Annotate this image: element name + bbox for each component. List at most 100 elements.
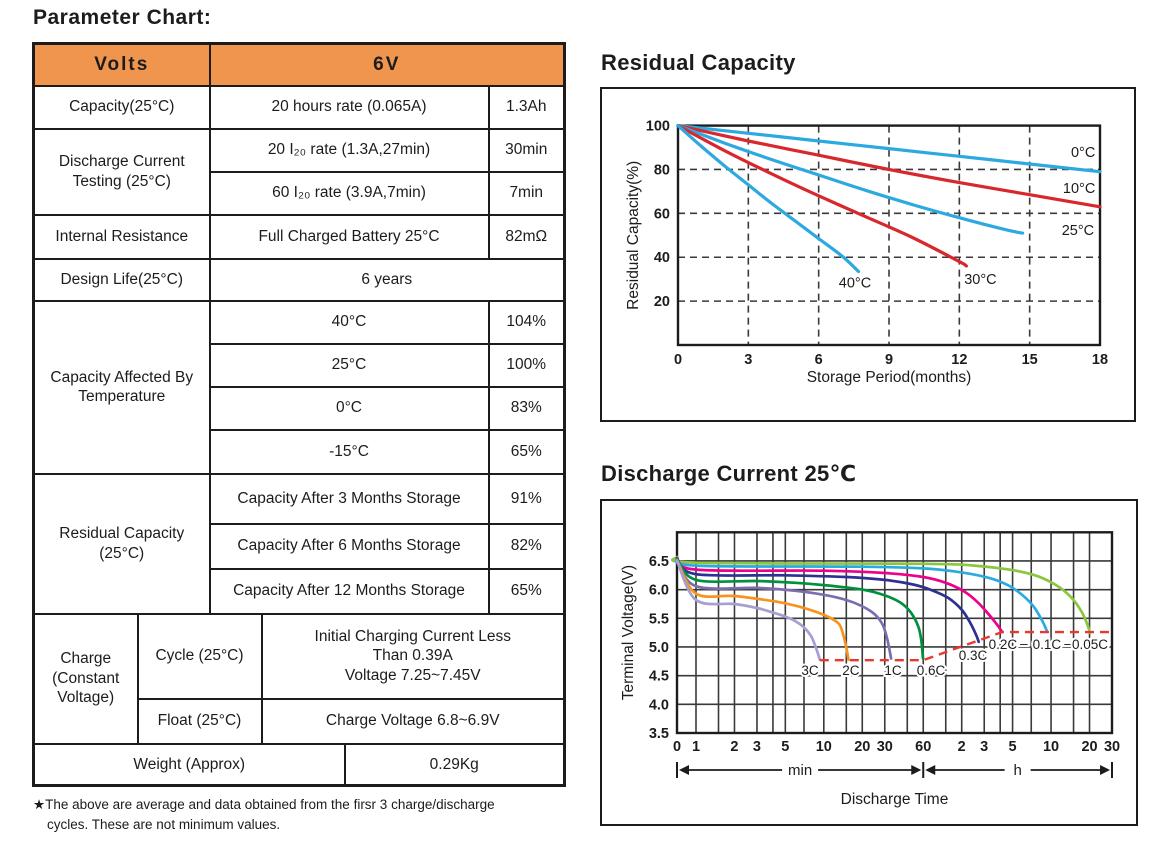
svg-text:min: min	[788, 762, 812, 779]
svg-text:80: 80	[654, 162, 670, 178]
svg-text:5.5: 5.5	[649, 611, 669, 627]
svg-text:20: 20	[654, 294, 670, 310]
table-row: Weight (Approx) 0.29Kg	[32, 742, 566, 787]
svg-text:25°C: 25°C	[1062, 223, 1094, 239]
svg-text:15: 15	[1022, 352, 1038, 368]
svg-text:10: 10	[816, 739, 832, 755]
svg-text:0: 0	[674, 352, 682, 368]
capacity-temp-value: 104%	[487, 299, 566, 345]
parameter-table: Volts 6V Capacity(25°C) 20 hours rate (0…	[32, 42, 566, 787]
residual-value: 91%	[487, 472, 566, 525]
svg-text:3C: 3C	[801, 663, 819, 678]
residual-capacity-chart: 20 40 60 80 100 0 3 6 9 12 15 18 Storage Period(mont…	[600, 87, 1136, 422]
table-row: Capacity After 6 Months Storage 82%	[34, 522, 566, 570]
svg-text:5: 5	[1009, 739, 1017, 755]
svg-text:9: 9	[885, 352, 893, 368]
capacity-desc: 20 hours rate (0.065A)	[208, 84, 490, 130]
residual-desc: Capacity After 6 Months Storage	[208, 522, 490, 570]
discharge-current-chart: 3.5 4.0 4.5 5.0 5.5 6.0 6.5 0 1 2 3 5 10 20 30 60 2 3 5 10 2…	[600, 499, 1138, 826]
svg-text:1: 1	[692, 739, 700, 755]
svg-text:0.2C: 0.2C	[989, 637, 1018, 652]
table-row: Capacity Affected By Temperature 40°C 10…	[32, 299, 566, 475]
table-row: Discharge Current Testing (25°C) 20 I₂₀ …	[32, 127, 566, 216]
svg-text:Residual Capacity(%): Residual Capacity(%)	[625, 161, 642, 310]
svg-text:100: 100	[646, 119, 670, 135]
residual-desc: Capacity After 3 Months Storage	[208, 472, 490, 525]
discharge-test-desc: 60 I₂₀ rate (3.9A,7min)	[208, 170, 490, 216]
svg-text:20: 20	[1081, 739, 1097, 755]
capacity-temp-desc: -15°C	[208, 428, 490, 475]
table-row: -15°C 65%	[34, 428, 566, 475]
table-row: 25°C 100%	[34, 342, 566, 388]
table-row: Internal Resistance Full Charged Battery…	[32, 213, 566, 260]
residual-value: 65%	[487, 567, 566, 615]
capacity-label: Capacity(25°C)	[32, 84, 211, 130]
table-row: Float (25°C) Charge Voltage 6.8~6.9V	[34, 697, 566, 745]
table-row: Charge (Constant Voltage) Cycle (25°C) I…	[32, 612, 566, 745]
svg-text:1C: 1C	[884, 663, 902, 678]
table-row: Design Life(25°C) 6 years	[32, 257, 566, 302]
table-row: 60 I₂₀ rate (3.9A,7min) 7min	[34, 170, 566, 216]
svg-text:40: 40	[654, 250, 670, 266]
charge-value: Initial Charging Current Less Than 0.39A…	[260, 612, 566, 700]
svg-text:6.0: 6.0	[649, 583, 669, 599]
svg-text:0°C: 0°C	[1071, 145, 1095, 161]
svg-text:6: 6	[815, 352, 823, 368]
table-row: 0°C 83%	[34, 385, 566, 431]
svg-text:2: 2	[730, 739, 738, 755]
table-header-row: Volts 6V	[32, 42, 566, 87]
discharge-chart-title: Discharge Current 25℃	[601, 461, 857, 486]
svg-text:0.1C: 0.1C	[1033, 637, 1062, 652]
discharge-test-label: Discharge Current Testing (25°C)	[32, 127, 211, 216]
svg-text:60: 60	[654, 206, 670, 222]
page-title: Parameter Chart:	[33, 6, 212, 29]
svg-text:2C: 2C	[842, 663, 860, 678]
svg-text:18: 18	[1092, 352, 1108, 368]
header-volts: Volts	[32, 42, 211, 87]
charge-label: Charge (Constant Voltage)	[32, 612, 139, 745]
table-row: Capacity(25°C) 20 hours rate (0.065A) 1.…	[32, 84, 566, 130]
discharge-test-desc: 20 I₂₀ rate (1.3A,27min)	[208, 127, 490, 173]
capacity-value: 1.3Ah	[487, 84, 566, 130]
svg-text:60: 60	[915, 739, 931, 755]
discharge-test-value: 30min	[487, 127, 566, 173]
capacity-temp-label: Capacity Affected By Temperature	[32, 299, 211, 475]
svg-text:10: 10	[1043, 739, 1059, 755]
svg-text:3: 3	[980, 739, 988, 755]
residual-chart-title: Residual Capacity	[601, 50, 796, 75]
svg-text:Storage Period(months): Storage Period(months)	[807, 369, 972, 386]
internal-resistance-label: Internal Resistance	[32, 213, 211, 260]
svg-text:‒: ‒	[1020, 636, 1028, 651]
svg-text:2: 2	[958, 739, 966, 755]
svg-text:Discharge Time: Discharge Time	[841, 791, 949, 808]
residual-desc: Capacity After 12 Months Storage	[208, 567, 490, 615]
footnote: ★The above are average and data obtained…	[33, 797, 495, 832]
svg-text:5.0: 5.0	[649, 640, 669, 656]
charge-value: Charge Voltage 6.8~6.9V	[260, 697, 566, 745]
design-life-value: 6 years	[208, 257, 566, 302]
svg-text:0.6C: 0.6C	[917, 663, 946, 678]
residual-value: 82%	[487, 522, 566, 570]
weight-value: 0.29Kg	[343, 742, 566, 787]
svg-text:30: 30	[1104, 739, 1120, 755]
table-row: Capacity After 12 Months Storage 65%	[34, 567, 566, 615]
svg-text:3: 3	[744, 352, 752, 368]
svg-text:Terminal Voltage(V): Terminal Voltage(V)	[620, 565, 637, 700]
svg-text:0.3C: 0.3C	[959, 648, 988, 663]
capacity-temp-value: 100%	[487, 342, 566, 388]
residual-capacity-plot: 20 40 60 80 100 0 3 6 9 12 15 18 Storage Period(mont…	[625, 119, 1108, 386]
svg-text:4.5: 4.5	[649, 669, 669, 685]
svg-text:30: 30	[877, 739, 893, 755]
charge-mode: Cycle (25°C)	[136, 612, 263, 700]
residual-label: Residual Capacity (25°C)	[32, 472, 211, 615]
svg-text:6.5: 6.5	[649, 554, 669, 570]
capacity-temp-value: 65%	[487, 428, 566, 475]
svg-text:4.0: 4.0	[649, 697, 669, 713]
svg-text:10°C: 10°C	[1063, 181, 1095, 197]
charge-mode: Float (25°C)	[136, 697, 263, 745]
discharge-current-plot: 3.54.04.55.05.56.06.50 1 2 3 5 10 20 30 60 2 3 5 10 2…	[620, 531, 1120, 808]
internal-resistance-desc: Full Charged Battery 25°C	[208, 213, 490, 260]
header-voltage: 6V	[208, 42, 566, 87]
svg-text:40°C: 40°C	[839, 275, 871, 291]
capacity-temp-desc: 40°C	[208, 299, 490, 345]
